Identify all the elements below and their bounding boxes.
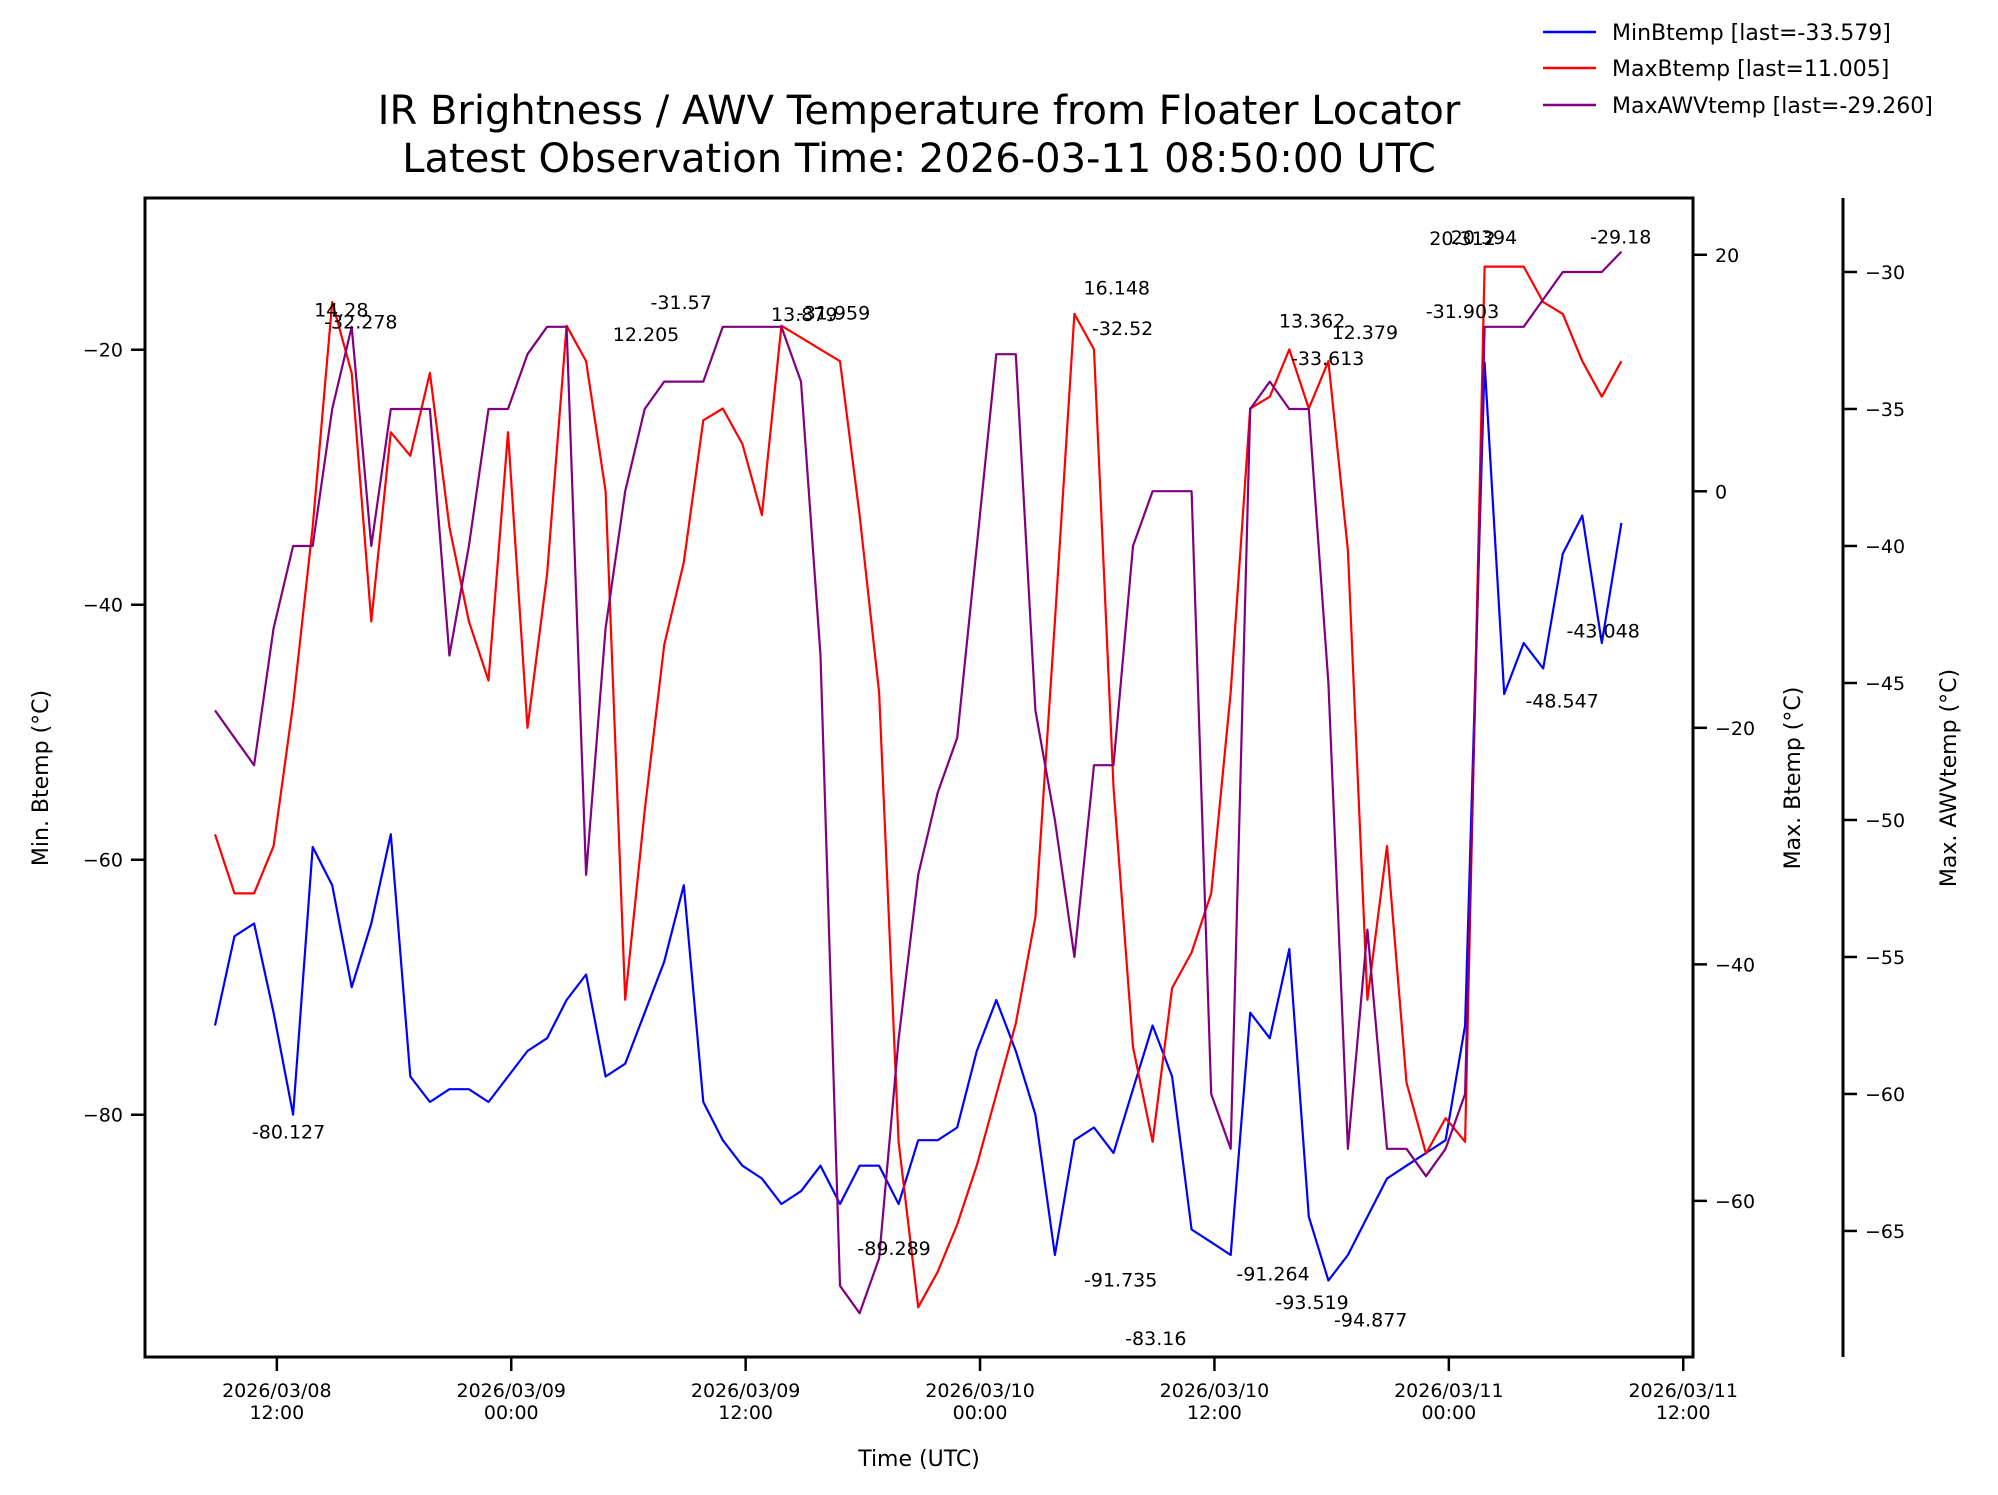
- annotation-label: -80.127: [252, 1121, 325, 1143]
- x-tick-label: 2026/03/10: [925, 1380, 1035, 1402]
- annotation-label: -94.877: [1334, 1309, 1407, 1331]
- y-tick-label-right2: −40: [1865, 536, 1905, 558]
- annotation-label: -31.959: [797, 303, 870, 325]
- annotation-label: -33.613: [1291, 348, 1364, 370]
- annotation-label: -91.735: [1084, 1269, 1157, 1291]
- annotation-label: 20.394: [1451, 227, 1517, 249]
- annotations-layer: 14.28-32.278 12.205 -31.57 13.879-31.959 16.…: [252, 227, 1651, 1350]
- legend-entry-maxbtemp: MaxBtemp [last=11.005]: [1612, 57, 1889, 82]
- y-tick-label-left: −40: [83, 595, 123, 617]
- x-tick-label: 12:00: [1656, 1402, 1711, 1424]
- y-tick-label-right2: −45: [1865, 673, 1905, 695]
- ticks-layer: 2026/03/0812:002026/03/0900:002026/03/09…: [83, 245, 1905, 1424]
- y-axis-label-right1: Max. Btemp (°C): [1781, 687, 1806, 870]
- annotation-label: -31.57: [651, 292, 712, 314]
- annotation-label: 16.148: [1084, 277, 1150, 299]
- plot-frame: [143, 196, 1695, 1359]
- annotation-label: 13.879: [771, 304, 837, 326]
- annotation-label: -32.52: [1092, 318, 1153, 340]
- annotation-label: -29.18: [1590, 227, 1651, 249]
- annotation-label: 12.205: [613, 324, 679, 346]
- annotation-label: 12.379: [1332, 322, 1398, 344]
- y-tick-label-right2: −35: [1865, 399, 1905, 421]
- y-tick-label-right2: −65: [1865, 1221, 1905, 1243]
- x-tick-label: 12:00: [249, 1402, 304, 1424]
- annotation-label: 14.28: [314, 299, 368, 321]
- x-tick-label: 12:00: [1187, 1402, 1242, 1424]
- y-axis-label-left: Min. Btemp (°C): [29, 690, 54, 866]
- annotation-label: 20.312: [1429, 228, 1495, 250]
- legend-entry-minbtemp: MinBtemp [last=-33.579]: [1612, 21, 1891, 46]
- y-tick-label-right1: 0: [1715, 481, 1727, 503]
- annotation-label: 13.362: [1279, 310, 1345, 332]
- x-tick-label: 2026/03/09: [691, 1380, 801, 1402]
- annotation-label: -48.547: [1525, 691, 1598, 713]
- y-tick-label-right2: −30: [1865, 262, 1905, 284]
- y-tick-label-right2: −60: [1865, 1084, 1905, 1106]
- x-tick-label: 00:00: [1421, 1402, 1476, 1424]
- annotation-label: -91.264: [1236, 1263, 1309, 1285]
- y-tick-label-right2: −50: [1865, 810, 1905, 832]
- y-tick-label-right1: −20: [1715, 718, 1755, 740]
- annotation-label: -83.16: [1125, 1328, 1186, 1350]
- x-tick-label: 2026/03/11: [1394, 1380, 1504, 1402]
- y-tick-label-left: −60: [83, 850, 123, 872]
- y-tick-label-right1: −40: [1715, 954, 1755, 976]
- y-tick-label-right1: 20: [1715, 245, 1739, 267]
- x-tick-label: 2026/03/10: [1160, 1380, 1270, 1402]
- y-tick-label-right1: −60: [1715, 1191, 1755, 1213]
- x-tick-label: 12:00: [718, 1402, 773, 1424]
- x-tick-label: 00:00: [484, 1402, 539, 1424]
- chart-title-line1: IR Brightness / AWV Temperature from Flo…: [378, 88, 1461, 134]
- annotation-label: -32.278: [324, 311, 397, 333]
- annotation-label: -31.903: [1426, 301, 1499, 323]
- series-line-maxbtemp: [213, 265, 1623, 1309]
- y-tick-label-right2: −55: [1865, 947, 1905, 969]
- x-axis-label: Time (UTC): [857, 1447, 980, 1472]
- series-line-maxawvtemp: [214, 250, 1623, 1315]
- x-tick-label: 00:00: [953, 1402, 1008, 1424]
- series-layer: [213, 250, 1623, 1315]
- legend: MinBtemp [last=-33.579] MaxBtemp [last=1…: [1543, 21, 1933, 119]
- legend-entry-maxawvtemp: MaxAWVtemp [last=-29.260]: [1612, 94, 1933, 119]
- x-tick-label: 2026/03/09: [456, 1380, 566, 1402]
- y-tick-label-left: −20: [83, 340, 123, 362]
- series-line-minbtemp: [213, 361, 1623, 1282]
- x-tick-label: 2026/03/08: [222, 1380, 332, 1402]
- y-tick-label-left: −80: [83, 1105, 123, 1127]
- annotation-label: -93.519: [1275, 1292, 1348, 1314]
- x-tick-label: 2026/03/11: [1628, 1380, 1738, 1402]
- chart-title-line2: Latest Observation Time: 2026-03-11 08:5…: [402, 136, 1436, 182]
- annotation-label: -43.048: [1566, 621, 1639, 643]
- annotation-label: -89.289: [857, 1238, 930, 1260]
- y-axis-label-right2: Max. AWVtemp (°C): [1937, 669, 1962, 887]
